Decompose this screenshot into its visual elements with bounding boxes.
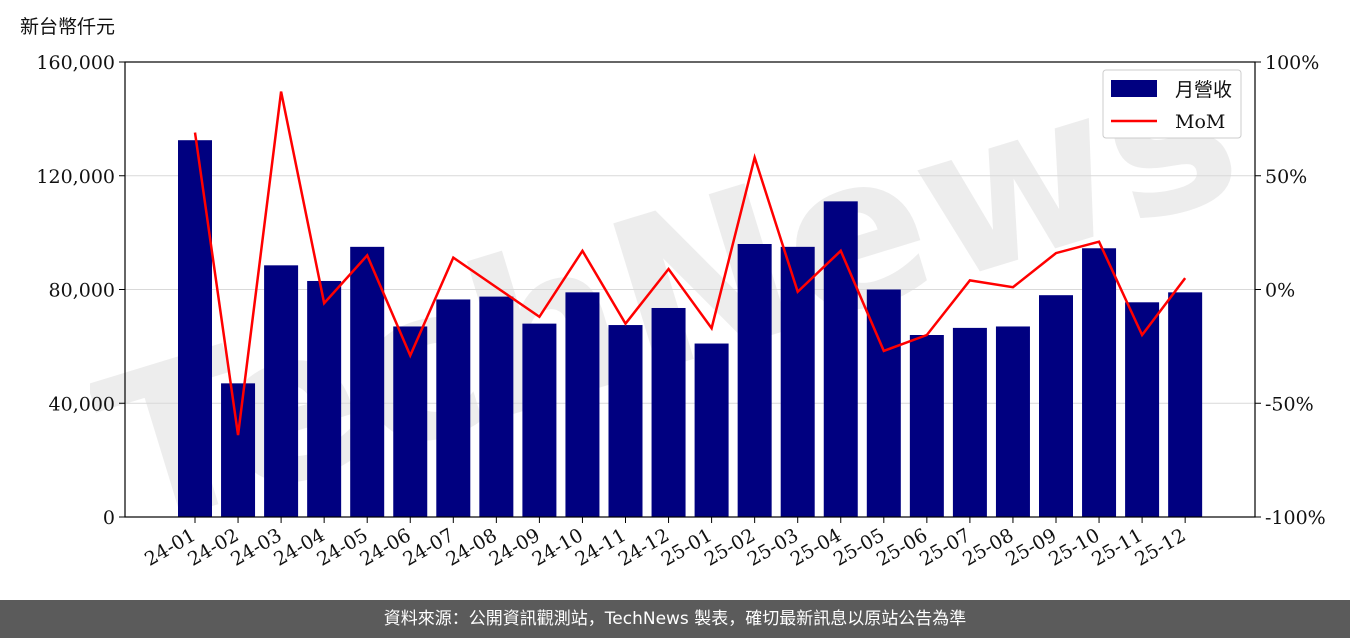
right-tick-label: 50%	[1265, 166, 1307, 188]
legend-swatch-revenue	[1111, 80, 1157, 97]
revenue-bar	[737, 244, 772, 517]
revenue-bar	[995, 326, 1030, 517]
source-footer: 資料來源：公開資訊觀測站，TechNews 製表，確切最新訊息以原站公告為準	[0, 600, 1350, 638]
left-tick-label: 80,000	[49, 280, 115, 302]
right-tick-label: -50%	[1265, 393, 1314, 415]
right-tick-label: 100%	[1265, 52, 1319, 74]
revenue-bar	[909, 335, 944, 517]
left-tick-label: 160,000	[36, 52, 115, 74]
revenue-bar	[350, 246, 385, 517]
revenue-bar	[522, 323, 557, 517]
revenue-bar	[307, 280, 342, 517]
revenue-bar	[952, 327, 987, 517]
revenue-bar	[1082, 248, 1117, 517]
revenue-bar	[1039, 295, 1073, 517]
revenue-bar	[1168, 292, 1203, 517]
legend-label-mom: MoM	[1175, 111, 1225, 133]
legend: 月營收 MoM	[1102, 69, 1242, 139]
revenue-bar	[479, 296, 514, 517]
revenue-bar	[651, 307, 686, 517]
mom-line	[193, 91, 1187, 436]
x-tick-label: 25-12	[1131, 524, 1189, 570]
revenue-bar	[565, 292, 600, 517]
revenue-bar	[694, 343, 729, 517]
revenue-bar	[221, 383, 256, 517]
revenue-bar	[780, 246, 815, 517]
y-axis-unit-label: 新台幣仟元	[20, 16, 116, 38]
left-tick-label: 120,000	[36, 166, 115, 188]
revenue-bar	[608, 325, 643, 517]
revenue-chart: 0 40,000 80,000 120,000 160,000 -100% -50% 0% 50…	[36, 52, 1326, 571]
revenue-bar	[1125, 302, 1160, 517]
right-tick-label: -100%	[1265, 507, 1326, 529]
revenue-bar	[264, 265, 299, 517]
revenue-bar	[436, 299, 471, 517]
left-tick-label: 0	[103, 507, 115, 529]
right-tick-label: 0%	[1265, 280, 1295, 302]
revenue-bar	[823, 201, 858, 517]
revenue-bar	[178, 140, 212, 517]
left-tick-label: 40,000	[49, 393, 115, 415]
legend-label-revenue: 月營收	[1175, 79, 1232, 101]
